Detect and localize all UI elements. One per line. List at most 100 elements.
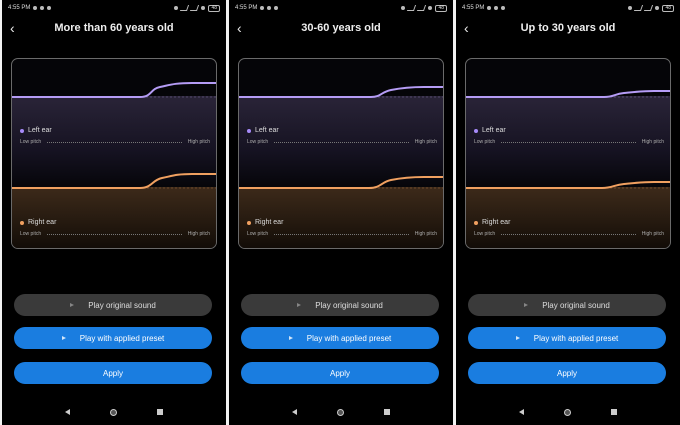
curves-graphic: [12, 82, 216, 189]
notification-icon: [47, 6, 52, 10]
nav-bar: [456, 404, 680, 420]
play-icon: [70, 303, 75, 307]
right-ear-legend: Right ear: [247, 219, 283, 226]
phone-screen-30-60: 4:55 PM 48 ‹ 30-60 years old Left ear Lo…: [229, 0, 453, 425]
battery-indicator: 48: [662, 4, 674, 12]
title-bar: ‹ 30-60 years old: [229, 19, 453, 37]
low-pitch-label: Low pitch: [474, 231, 496, 237]
nav-bar: [229, 404, 453, 420]
play-preset-label: Play with applied preset: [79, 333, 165, 343]
play-preset-label: Play with applied preset: [306, 333, 392, 343]
notification-icon: [274, 6, 279, 10]
pitch-dots: [274, 141, 409, 143]
play-preset-label: Play with applied preset: [533, 333, 619, 343]
curves-graphic: [239, 86, 443, 189]
pitch-dots: [501, 141, 636, 143]
play-preset-button[interactable]: Play with applied preset: [14, 327, 212, 349]
notification-icon: [494, 6, 499, 10]
right-ear-dot: [474, 220, 478, 225]
notification-icon: [501, 6, 506, 10]
nav-home-icon[interactable]: [564, 408, 571, 416]
play-original-button[interactable]: Play original sound: [14, 294, 212, 316]
left-ear-curve: [466, 90, 670, 98]
nav-recent-icon[interactable]: [611, 409, 617, 415]
signal-icon: [407, 5, 417, 11]
pitch-dots: [47, 141, 182, 143]
notification-icon: [267, 6, 272, 10]
wifi-icon: [428, 6, 433, 10]
right-ear-label: Right ear: [482, 219, 511, 226]
phone-screen-over-60: 4:55 PM 48 ‹ More than 60 years old Left…: [2, 0, 226, 425]
right-ear-curve: [239, 176, 443, 189]
nav-home-icon[interactable]: [110, 408, 117, 416]
nav-recent-icon[interactable]: [384, 409, 390, 415]
battery-indicator: 48: [435, 4, 447, 12]
signal-icon: [190, 5, 200, 11]
status-bar: 4:55 PM 48: [235, 3, 447, 13]
play-icon: [288, 336, 293, 340]
play-icon: [297, 303, 302, 307]
right-ear-dot: [247, 220, 251, 225]
apply-button[interactable]: Apply: [14, 362, 212, 384]
left-ear-dot: [20, 128, 24, 133]
status-bar: 4:55 PM 48: [8, 3, 220, 13]
back-arrow-icon[interactable]: ‹: [237, 20, 242, 36]
signal-icon: [644, 5, 654, 11]
page-title: More than 60 years old: [54, 22, 174, 34]
left-ear-dot: [474, 128, 478, 133]
wifi-icon: [201, 6, 206, 10]
low-pitch-label: Low pitch: [247, 139, 269, 145]
curves-graphic: [466, 90, 670, 189]
high-pitch-label: High pitch: [641, 139, 664, 145]
left-ear-fill: [466, 96, 670, 189]
play-original-label: Play original sound: [88, 300, 156, 310]
left-pitch-scale: Low pitch High pitch: [247, 139, 437, 145]
low-pitch-label: Low pitch: [20, 231, 42, 237]
right-ear-curve: [12, 173, 216, 189]
signal-icon: [180, 5, 190, 11]
pitch-dots: [501, 233, 636, 235]
status-time: 4:55 PM: [235, 5, 258, 11]
apply-button[interactable]: Apply: [468, 362, 666, 384]
battery-indicator: 48: [208, 4, 220, 12]
apply-button[interactable]: Apply: [241, 362, 439, 384]
play-original-button[interactable]: Play original sound: [241, 294, 439, 316]
high-pitch-label: High pitch: [187, 231, 210, 237]
nav-back-icon[interactable]: [65, 409, 70, 415]
nav-back-icon[interactable]: [519, 409, 524, 415]
right-ear-label: Right ear: [255, 219, 284, 226]
signal-icon: [417, 5, 427, 11]
left-ear-dot: [247, 128, 251, 133]
play-original-button[interactable]: Play original sound: [468, 294, 666, 316]
nav-recent-icon[interactable]: [157, 409, 163, 415]
play-preset-button[interactable]: Play with applied preset: [468, 327, 666, 349]
apply-label: Apply: [329, 368, 350, 378]
title-bar: ‹ Up to 30 years old: [456, 19, 680, 37]
left-ear-curve: [12, 82, 216, 98]
notification-icon: [260, 6, 265, 10]
play-icon: [524, 303, 529, 307]
left-ear-fill: [239, 96, 443, 189]
low-pitch-label: Low pitch: [20, 139, 42, 145]
play-preset-button[interactable]: Play with applied preset: [241, 327, 439, 349]
status-bar: 4:55 PM 48: [462, 3, 674, 13]
hearing-curve-card: Left ear Low pitch High pitch Right ear L…: [465, 58, 671, 249]
pitch-dots: [274, 233, 409, 235]
alarm-icon: [174, 6, 179, 10]
back-arrow-icon[interactable]: ‹: [464, 20, 469, 36]
signal-icon: [634, 5, 644, 11]
left-ear-label: Left ear: [482, 127, 506, 134]
right-ear-legend: Right ear: [20, 219, 56, 226]
high-pitch-label: High pitch: [641, 231, 664, 237]
right-ear-fill: [466, 187, 670, 248]
back-arrow-icon[interactable]: ‹: [10, 20, 15, 36]
right-ear-fill: [239, 187, 443, 248]
left-ear-legend: Left ear: [20, 127, 52, 134]
nav-back-icon[interactable]: [292, 409, 297, 415]
nav-home-icon[interactable]: [337, 408, 344, 416]
notification-icon: [40, 6, 45, 10]
right-ear-curve: [466, 181, 670, 189]
right-ear-label: Right ear: [28, 219, 57, 226]
left-ear-legend: Left ear: [247, 127, 279, 134]
